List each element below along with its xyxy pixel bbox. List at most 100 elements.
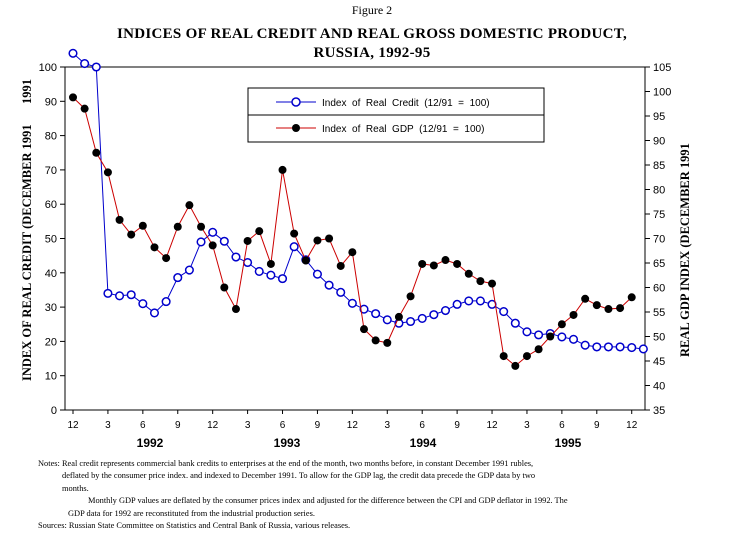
credit-point [464,296,474,306]
left-tick-label: 80 [45,131,57,143]
right-tick-label: 90 [653,136,665,148]
year-label: 1995 [555,436,582,450]
left-tick-label: 10 [45,371,57,383]
credit-point [91,62,101,72]
gdp-point [103,168,112,177]
left-tick-label: 30 [45,302,57,314]
notes-line: Sources: Russian State Committee on Stat… [38,521,351,531]
gdp-point [371,336,380,345]
credit-point [429,310,439,320]
credit-point [557,332,567,342]
credit-point [499,307,509,317]
left-tick-label: 60 [45,199,57,211]
gdp-point [488,279,497,288]
credit-point [266,270,276,280]
gdp-point [173,222,182,231]
figure-label: Figure 2 [351,3,393,17]
gdp-point [69,93,77,102]
x-tick-label: 9 [594,420,600,431]
right-tick-label: 105 [653,62,671,74]
x-tick-label: 12 [67,420,79,431]
gdp-point [92,148,101,157]
right-tick-label: 80 [653,185,665,197]
legend-credit-label: Index of Real Credit (12/91 = 100) [322,98,490,109]
gdp-point [534,345,543,354]
credit-point [138,299,148,309]
credit-point [208,227,218,237]
credit-point [243,257,253,268]
gdp-point [476,277,485,286]
gdp-point [604,305,613,314]
gdp-point [581,294,590,303]
left-tick-label: 50 [45,234,57,246]
credit-point [627,343,637,353]
gdp-point [150,243,159,252]
credit-point [289,242,299,252]
gdp-point [115,215,124,224]
right-tick-label: 70 [653,234,665,246]
credit-point [196,237,206,247]
x-tick-label: 3 [524,420,530,431]
gdp-point [301,256,310,265]
notes-line: Monthly GDP values are deflated by the c… [88,496,568,506]
x-tick-label: 12 [207,420,219,431]
x-tick-label: 6 [140,420,146,431]
gdp-point [616,304,625,313]
right-tick-label: 100 [653,87,671,99]
notes-line: GDP data for 1992 are reconstituted from… [68,508,315,518]
year-label: 1993 [274,436,301,450]
x-tick-label: 6 [559,420,565,431]
gdp-point [336,261,345,270]
gdp-point [80,104,89,113]
credit-point [359,304,369,314]
credit-point [568,334,579,344]
legend: Index of Real Credit (12/91 = 100) Index… [247,87,545,143]
x-tick-label: 3 [105,420,111,431]
credit-point [115,291,125,301]
chart-title-line1: INDICES OF REAL CREDIT AND REAL GROSS DO… [116,26,628,42]
gdp-point [441,256,450,265]
gdp-point [197,222,206,231]
credit-point [475,296,485,306]
credit-point [184,265,194,275]
left-tick-label: 20 [45,336,57,348]
credit-point [638,344,648,354]
x-tick-label: 12 [347,420,359,431]
credit-point [522,327,532,337]
credit-point [161,297,171,307]
chart-notes: Notes: Real credit represents commercial… [38,458,738,532]
left-tick-label: 90 [45,96,57,108]
notes-line: months. [62,483,89,493]
gdp-point [418,259,427,268]
x-tick-label: 12 [626,420,638,431]
credit-point [347,298,357,308]
right-tick-label: 75 [653,209,665,221]
legend-gdp-label: Index of Real GDP (12/91 = 100) [322,124,484,135]
gdp-point [127,230,136,239]
x-tick-label: 9 [454,420,460,431]
gdp-point [255,227,264,236]
year-label: 1994 [410,436,437,450]
notes-line: deflated by the consumer price index. an… [62,471,536,481]
x-tick-label: 6 [280,420,286,431]
left-axis-label: INDEX OF REAL CREDIT (DECEMBER 1991 [20,124,34,381]
gdp-point [453,259,462,268]
right-axis: 35 40 45 50 55 60 65 70 75 80 85 90 95 100 105 [645,62,671,417]
gdp-point [557,320,566,329]
left-tick-label: 100 [39,62,57,74]
credit-point [173,273,183,283]
legend-gdp-marker [292,124,300,132]
gdp-point [546,332,555,341]
credit-point [452,299,462,309]
credit-point [126,290,136,300]
right-tick-label: 50 [653,332,665,344]
chart-title-line2: RUSSIA, 1992-95 [313,45,431,61]
year-label: 1992 [137,436,164,450]
gdp-point [185,201,194,210]
left-tick-label: 70 [45,165,57,177]
gdp-point [266,259,275,268]
gdp-point [394,312,403,321]
credit-point [580,340,590,350]
x-axis: 12 3 6 9 12 3 6 9 12 3 6 9 12 3 6 9 12 1992 1993 1994 1995 [67,410,638,450]
